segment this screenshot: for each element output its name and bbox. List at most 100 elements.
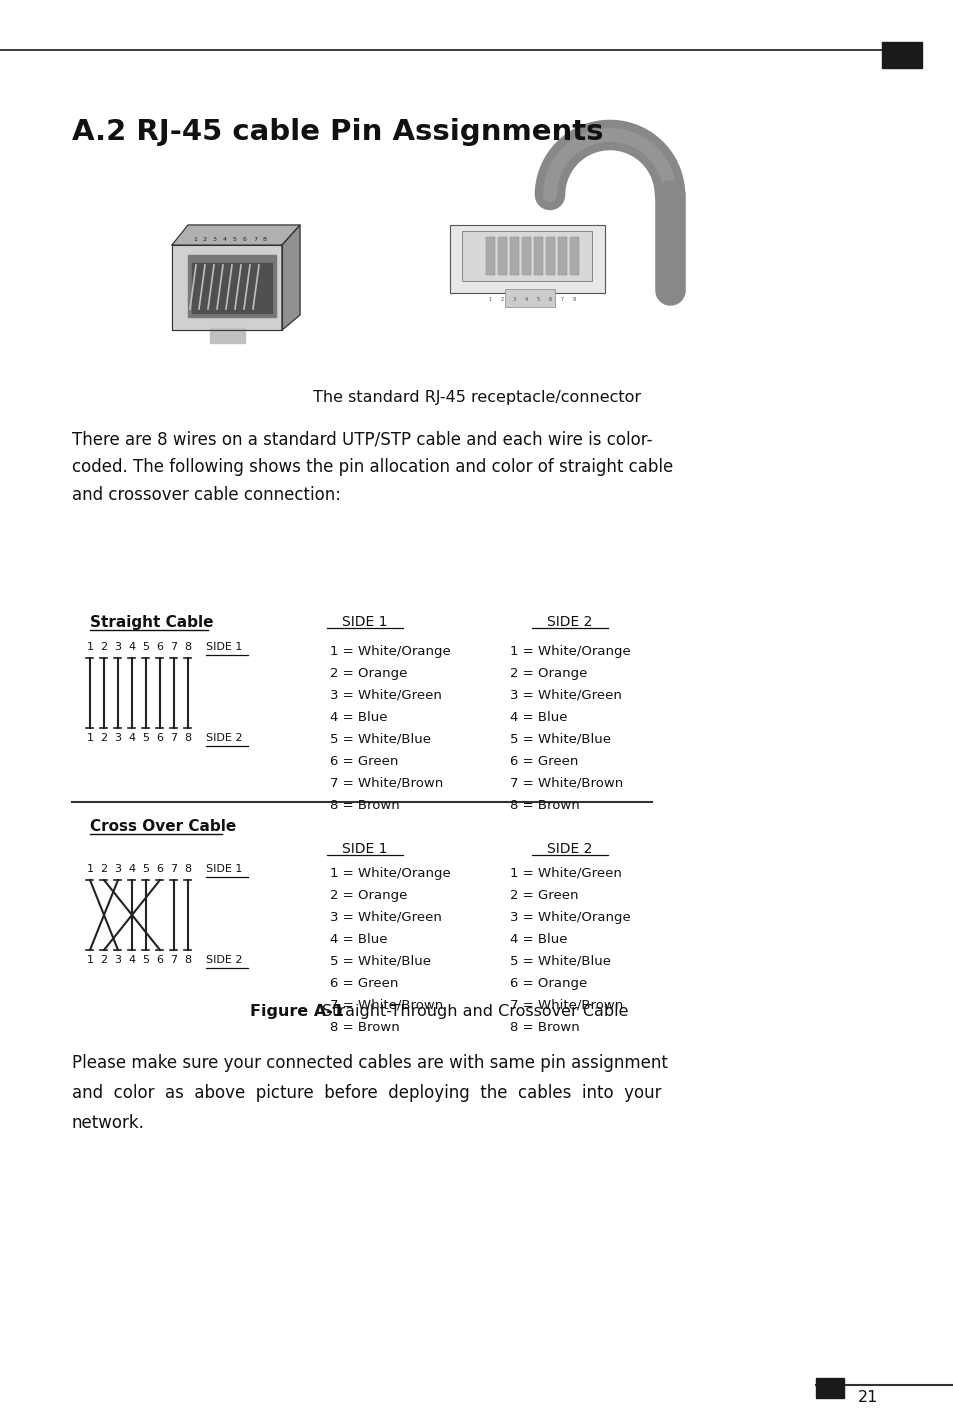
Bar [461,232,592,281]
Text: 7 = White/Brown: 7 = White/Brown [510,777,622,789]
Text: coded. The following shows the pin allocation and color of straight cable: coded. The following shows the pin alloc… [71,457,673,476]
Bar [504,289,555,306]
Polygon shape [282,225,299,330]
Text: 8 = Brown: 8 = Brown [510,799,579,812]
Bar [558,237,566,275]
Text: 6: 6 [243,237,247,241]
Text: 6: 6 [156,864,163,874]
Text: 4: 4 [223,237,227,241]
Text: 7 = White/Brown: 7 = White/Brown [330,1000,443,1012]
Text: 2: 2 [100,864,108,874]
Bar [497,237,506,275]
Polygon shape [172,246,282,330]
Text: 1: 1 [87,733,93,743]
Bar [210,328,245,343]
Bar [485,237,495,275]
Bar [450,225,604,294]
Bar [545,237,555,275]
Text: 2: 2 [203,237,207,241]
Text: 8: 8 [263,237,267,241]
Text: 2: 2 [100,733,108,743]
Bar [521,237,531,275]
Text: 7 = White/Brown: 7 = White/Brown [330,777,443,789]
Text: 6 = Green: 6 = Green [330,977,398,990]
Text: 3: 3 [114,642,121,652]
Bar [534,237,542,275]
Text: SIDE 1: SIDE 1 [342,616,387,628]
Text: 6 = Orange: 6 = Orange [510,977,587,990]
Text: 5: 5 [142,642,150,652]
Text: 3: 3 [213,237,216,241]
Text: SIDE 1: SIDE 1 [206,642,242,652]
Text: 5 = White/Blue: 5 = White/Blue [330,955,431,969]
Text: 3 = White/Green: 3 = White/Green [510,689,621,702]
Text: 4 = Blue: 4 = Blue [510,712,567,724]
Text: There are 8 wires on a standard UTP/STP cable and each wire is color-: There are 8 wires on a standard UTP/STP … [71,431,652,448]
Text: 5: 5 [142,864,150,874]
Text: 7 = White/Brown: 7 = White/Brown [510,1000,622,1012]
Text: and  color  as  above  picture  before  deploying  the  cables  into  your: and color as above picture before deploy… [71,1084,660,1101]
Text: 8: 8 [572,297,575,302]
Text: 6: 6 [548,297,551,302]
Text: 5: 5 [536,297,539,302]
Text: 1: 1 [87,864,93,874]
Text: SIDE 2: SIDE 2 [547,842,592,856]
Text: 7: 7 [171,955,177,964]
Text: A.2 RJ-45 cable Pin Assignments: A.2 RJ-45 cable Pin Assignments [71,119,603,145]
Text: Cross Over Cable: Cross Over Cable [90,819,236,834]
Text: network.: network. [71,1114,145,1132]
Text: 5: 5 [142,733,150,743]
Text: 4: 4 [129,864,135,874]
Text: 4 = Blue: 4 = Blue [330,712,387,724]
Text: 6 = Green: 6 = Green [330,755,398,768]
Text: 3: 3 [114,955,121,964]
Text: 2 = Orange: 2 = Orange [330,666,407,681]
Text: The standard RJ-45 receptacle/connector: The standard RJ-45 receptacle/connector [313,390,640,405]
Text: 4: 4 [524,297,527,302]
Text: 5 = White/Blue: 5 = White/Blue [330,733,431,746]
Text: 4: 4 [129,642,135,652]
Text: Figure A-1: Figure A-1 [250,1004,344,1019]
Polygon shape [172,225,299,246]
Bar [815,1378,843,1398]
Text: 5: 5 [142,955,150,964]
Text: 4 = Blue: 4 = Blue [510,933,567,946]
Text: SIDE 2: SIDE 2 [547,616,592,628]
Text: 1: 1 [87,955,93,964]
Text: 4 = Blue: 4 = Blue [330,933,387,946]
Text: 4: 4 [129,733,135,743]
Text: 1 = White/Green: 1 = White/Green [510,867,621,880]
Text: SIDE 2: SIDE 2 [206,733,242,743]
Bar [188,256,275,318]
Text: 6: 6 [156,642,163,652]
Text: SIDE 1: SIDE 1 [342,842,387,856]
Text: 6 = Green: 6 = Green [510,755,578,768]
Text: 7: 7 [171,733,177,743]
Text: 8: 8 [184,733,192,743]
Text: 21: 21 [857,1389,878,1405]
Text: SIDE 2: SIDE 2 [206,955,242,964]
Bar [569,237,578,275]
Text: 5: 5 [233,237,236,241]
Text: 5 = White/Blue: 5 = White/Blue [510,733,610,746]
Text: 8 = Brown: 8 = Brown [510,1021,579,1034]
Text: 8: 8 [184,955,192,964]
Text: 2 = Orange: 2 = Orange [510,666,587,681]
Text: SIDE 1: SIDE 1 [206,864,242,874]
Text: 1 = White/Orange: 1 = White/Orange [330,867,450,880]
Text: 2: 2 [100,642,108,652]
Text: Straight-Through and Crossover Cable: Straight-Through and Crossover Cable [322,1004,628,1019]
Text: and crossover cable connection:: and crossover cable connection: [71,486,340,504]
Text: 2: 2 [100,955,108,964]
Text: 1: 1 [488,297,491,302]
Text: 6: 6 [156,955,163,964]
Text: 8 = Brown: 8 = Brown [330,1021,399,1034]
Text: 3: 3 [512,297,515,302]
Text: 3 = White/Orange: 3 = White/Orange [510,911,630,923]
Text: 5 = White/Blue: 5 = White/Blue [510,955,610,969]
Text: 7: 7 [253,237,256,241]
Text: 2 = Orange: 2 = Orange [330,890,407,902]
Bar [882,42,921,68]
Text: 6: 6 [156,733,163,743]
Text: 8 = Brown: 8 = Brown [330,799,399,812]
